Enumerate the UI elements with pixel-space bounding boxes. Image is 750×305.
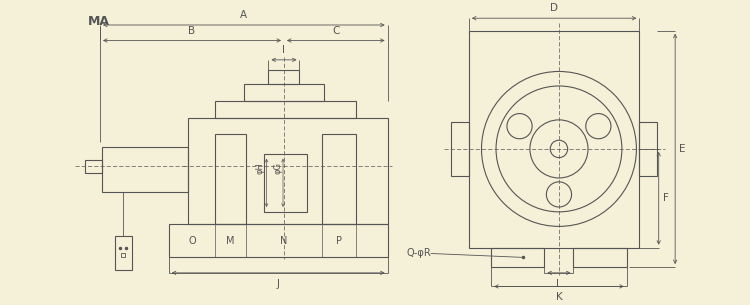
Text: E: E (679, 144, 686, 154)
Text: K: K (556, 292, 562, 302)
Text: MA: MA (88, 15, 109, 28)
Bar (85, 160, 102, 173)
Bar (115, 236, 132, 270)
Bar (322, 135, 356, 224)
Bar (169, 224, 388, 257)
Text: M: M (226, 236, 235, 246)
Bar (215, 135, 246, 224)
Text: A: A (240, 10, 248, 20)
Bar (244, 84, 324, 101)
Text: J: J (277, 279, 280, 289)
Bar (639, 122, 657, 176)
Text: I: I (283, 45, 286, 55)
Bar (102, 147, 188, 192)
Text: B: B (188, 26, 196, 36)
Bar (215, 101, 356, 118)
Text: P: P (336, 236, 342, 246)
Bar (452, 122, 469, 176)
Text: O: O (188, 236, 196, 246)
Bar (469, 31, 639, 248)
Bar (188, 118, 388, 224)
Bar (268, 70, 299, 84)
Text: φH: φH (256, 162, 265, 174)
Text: L: L (556, 279, 562, 289)
Text: φG: φG (273, 162, 282, 174)
Text: D: D (550, 3, 558, 13)
Bar (574, 248, 627, 267)
Bar (491, 248, 544, 267)
Text: C: C (332, 26, 340, 36)
Text: F: F (662, 193, 668, 203)
Text: Q-φR: Q-φR (407, 249, 432, 259)
Bar (264, 154, 308, 212)
Text: N: N (280, 236, 288, 246)
